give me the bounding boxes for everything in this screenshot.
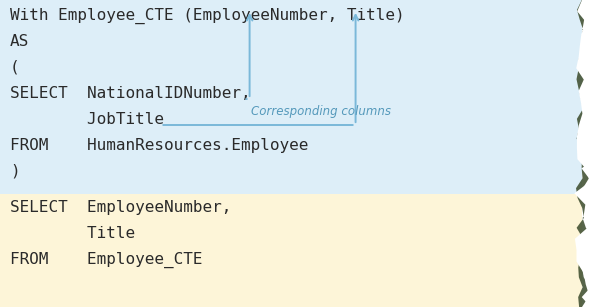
Text: SELECT  NationalIDNumber,: SELECT NationalIDNumber, — [10, 86, 251, 101]
Text: Corresponding columns: Corresponding columns — [251, 106, 391, 119]
Text: With Employee_CTE (EmployeeNumber, Title): With Employee_CTE (EmployeeNumber, Title… — [10, 8, 404, 24]
Text: AS: AS — [10, 34, 29, 49]
Text: ): ) — [10, 164, 20, 179]
Text: FROM    Employee_CTE: FROM Employee_CTE — [10, 252, 203, 268]
Text: JobTitle: JobTitle — [10, 112, 164, 127]
Polygon shape — [576, 0, 596, 307]
Text: (: ( — [10, 60, 20, 75]
Text: FROM    HumanResources.Employee: FROM HumanResources.Employee — [10, 138, 308, 153]
Text: SELECT  EmployeeNumber,: SELECT EmployeeNumber, — [10, 200, 232, 215]
Bar — [0, 0, 582, 194]
Bar — [0, 194, 582, 307]
Text: Title: Title — [10, 226, 135, 241]
